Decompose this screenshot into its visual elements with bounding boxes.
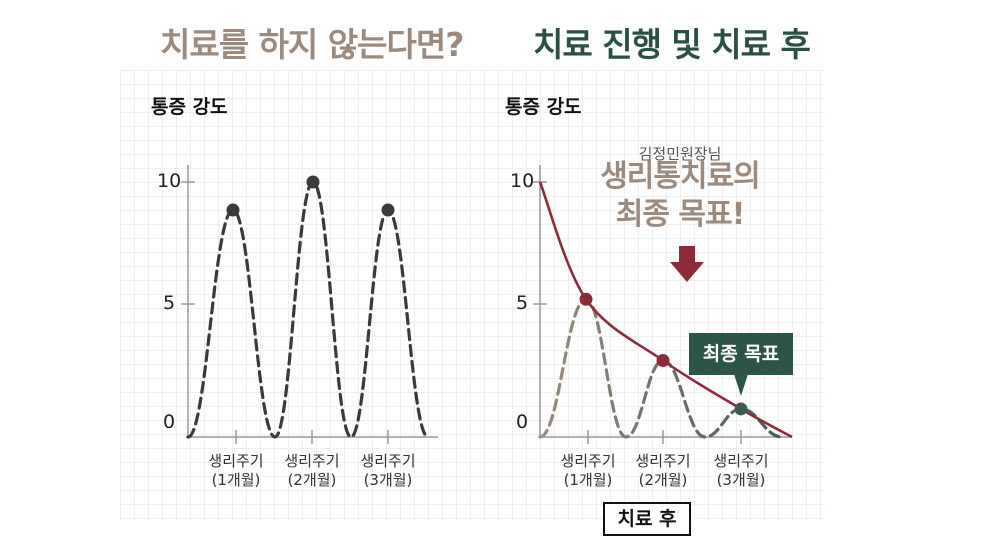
x-category-right-1: 생리주기 (1개월) <box>560 452 616 489</box>
x-category-left-1: 생리주기 (1개월) <box>208 452 264 489</box>
title-treatment: 치료 진행 및 치료 후 <box>533 25 811 64</box>
untreated-point-1 <box>226 203 240 217</box>
after-point-3 <box>734 402 748 416</box>
after-point-1 <box>579 292 593 306</box>
after-treatment-pain-line <box>538 297 784 439</box>
x-category-left-2: 생리주기 (2개월) <box>284 452 340 489</box>
untreated-point-2 <box>306 175 320 189</box>
author-note: 김정민원장님 <box>638 145 722 163</box>
after-treatment-label: 치료 후 <box>603 502 691 536</box>
x-category-left-3: 생리주기 (3개월) <box>360 452 416 489</box>
title-untreated: 치료를 하지 않는다면? <box>160 25 464 64</box>
untreated-pain-line <box>186 180 430 439</box>
y-tick-right-5: 5 <box>516 292 529 314</box>
goal-headline: 생리통치료의 최종 목표! <box>600 159 761 232</box>
y-tick-left-10: 10 <box>157 170 182 192</box>
x-category-right-2: 생리주기 (2개월) <box>635 452 691 489</box>
y-tick-right-0: 0 <box>516 411 529 433</box>
y-tick-left-5: 5 <box>163 292 176 314</box>
treatment-trend-line <box>538 181 793 439</box>
down-arrow-icon <box>670 246 704 282</box>
y-tick-right-10: 10 <box>510 170 535 192</box>
untreated-point-3 <box>381 203 395 217</box>
background-grid <box>120 70 825 520</box>
after-point-2 <box>656 354 670 367</box>
x-category-right-3: 생리주기 (3개월) <box>713 452 769 489</box>
final-goal-badge: 최종 목표 <box>689 333 793 375</box>
callout-pointer-icon <box>734 374 748 396</box>
y-tick-left-0: 0 <box>163 411 176 433</box>
